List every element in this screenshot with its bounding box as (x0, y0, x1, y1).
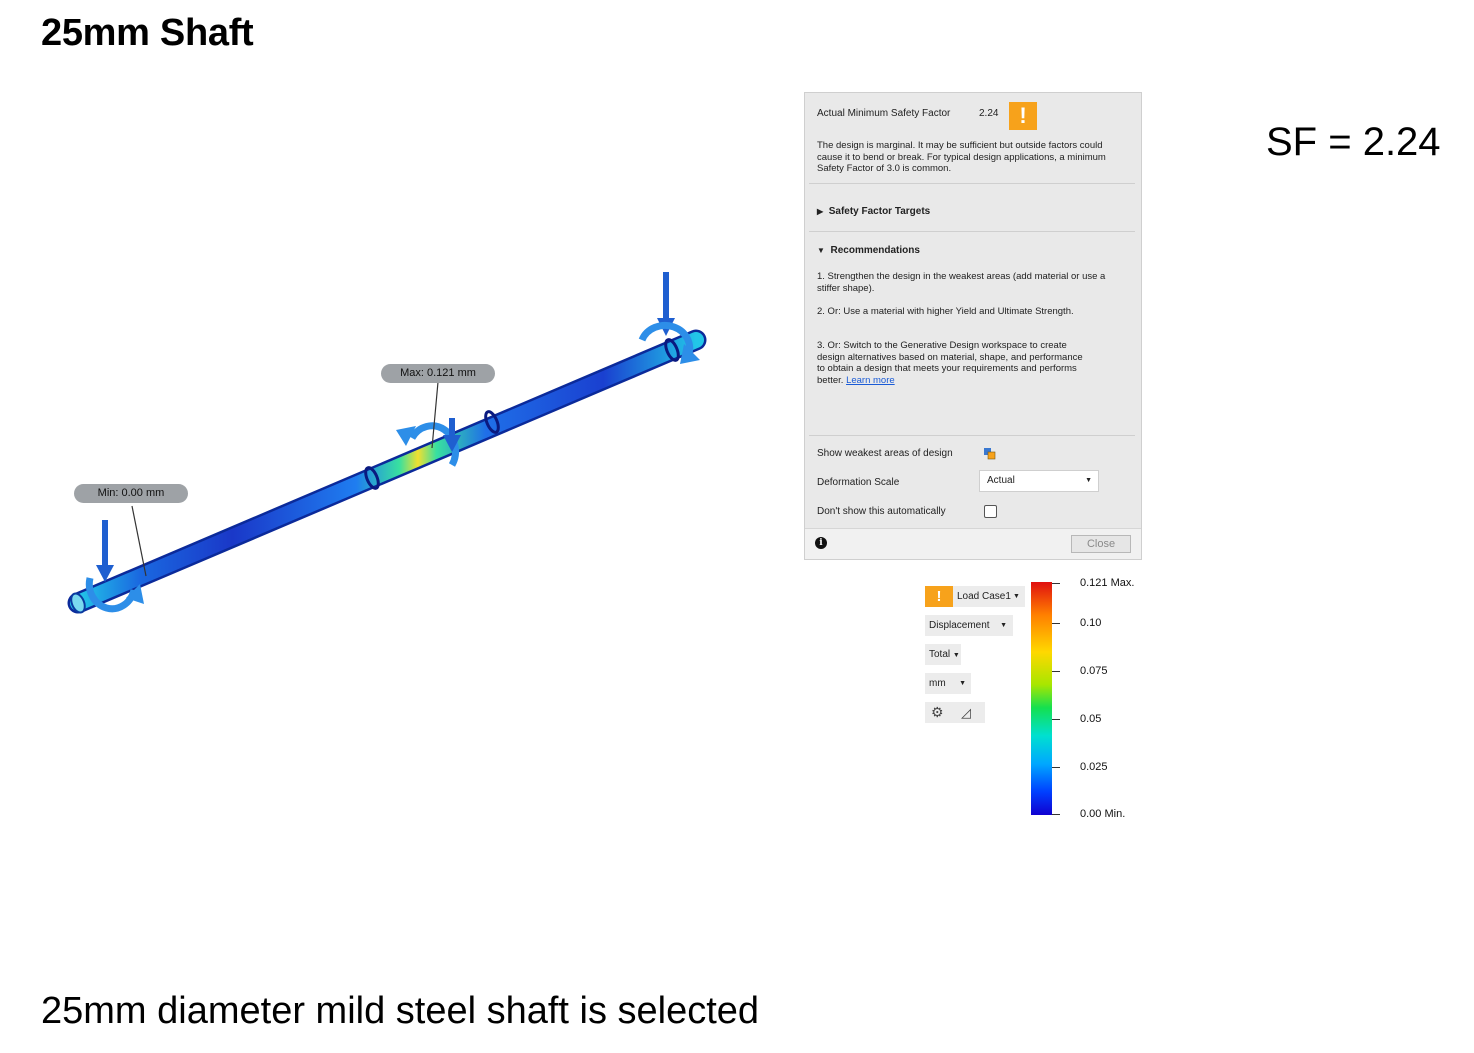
targets-header: Safety Factor Targets (828, 206, 931, 217)
triangle-down-icon: ▼ (817, 246, 825, 255)
legend-tools: ⚙ ◿ (925, 702, 985, 723)
shape-highlight-icon (984, 448, 996, 460)
legend-tick: 0.025 (1080, 761, 1108, 773)
recommendation-3-block: 3. Or: Switch to the Generative Design w… (817, 340, 1092, 386)
legend-tick: 0.10 (1080, 617, 1102, 629)
close-button[interactable]: Close (1071, 535, 1131, 553)
dont-show-checkbox[interactable] (984, 505, 997, 518)
gear-icon[interactable]: ⚙ (931, 704, 944, 720)
amsf-label: Actual Minimum Safety Factor (817, 108, 951, 119)
show-weakest-icon-button[interactable] (983, 447, 996, 460)
legend-tick-max: 0.121 Max. (1080, 577, 1135, 589)
amsf-value: 2.24 (979, 108, 999, 119)
shaft-model[interactable] (60, 260, 760, 640)
recommendation-2: 2. Or: Use a material with higher Yield … (817, 306, 1074, 317)
recommendation-3: 3. Or: Switch to the Generative Design w… (817, 340, 1083, 386)
safety-factor-label: SF = 2.24 (1266, 120, 1441, 164)
triangle-right-icon: ▶ (817, 207, 824, 216)
unit-select[interactable]: mm ▼ (925, 673, 971, 694)
component-label: Total (929, 649, 951, 660)
warning-icon: ! (1009, 102, 1037, 130)
caret-down-icon: ▼ (1085, 477, 1092, 484)
caret-down-icon: ▼ (1013, 593, 1020, 600)
show-weakest-label: Show weakest areas of design (817, 448, 953, 459)
component-select[interactable]: Total ▼ (925, 644, 961, 665)
result-type-label: Displacement (929, 620, 990, 631)
deformation-scale-value: Actual (987, 475, 1015, 486)
page-title: 25mm Shaft (41, 12, 254, 54)
caret-down-icon: ▼ (952, 652, 960, 659)
moment-arrow-middle (396, 418, 461, 467)
max-displacement-callout: Max: 0.121 mm (381, 364, 495, 383)
ruler-icon[interactable]: ◿ (961, 705, 971, 720)
moment-arrow-right (638, 272, 700, 364)
warning-icon-small: ! (925, 586, 953, 607)
legend-tick: 0.075 (1080, 665, 1108, 677)
dialog-footer: i Close (805, 528, 1141, 559)
design-description: The design is marginal. It may be suffic… (817, 140, 1106, 174)
safety-factor-targets-toggle[interactable]: ▶ Safety Factor Targets (817, 206, 930, 217)
legend-tick-min: 0.00 Min. (1080, 808, 1126, 820)
load-case-label: Load Case1 (957, 591, 1011, 602)
caption-text: 25mm diameter mild steel shaft is select… (41, 990, 760, 1032)
caret-down-icon: ▼ (959, 680, 966, 687)
safety-factor-dialog: Actual Minimum Safety Factor 2.24 ! The … (804, 92, 1142, 560)
caret-down-icon: ▼ (1000, 622, 1007, 629)
load-case-select[interactable]: ! Load Case1 ▼ (925, 586, 1025, 607)
info-icon[interactable]: i (815, 537, 827, 549)
model-viewport[interactable]: Max: 0.121 mm Min: 0.00 mm (60, 260, 760, 640)
moment-arrow-left (85, 520, 144, 613)
learn-more-link[interactable]: Learn more (846, 374, 895, 386)
unit-label: mm (929, 678, 946, 689)
deformation-scale-label: Deformation Scale (817, 477, 900, 488)
recommendations-header: Recommendations (830, 245, 920, 256)
dont-show-label: Don't show this automatically (817, 506, 946, 517)
min-displacement-callout: Min: 0.00 mm (74, 484, 188, 503)
result-type-select[interactable]: Displacement ▼ (925, 615, 1013, 636)
recommendations-toggle[interactable]: ▼ Recommendations (817, 245, 920, 256)
color-scale-bar (1031, 582, 1052, 815)
deformation-scale-select[interactable]: Actual ▼ (979, 470, 1099, 492)
legend-tick: 0.05 (1080, 713, 1102, 725)
recommendation-1: 1. Strengthen the design in the weakest … (817, 271, 1106, 294)
